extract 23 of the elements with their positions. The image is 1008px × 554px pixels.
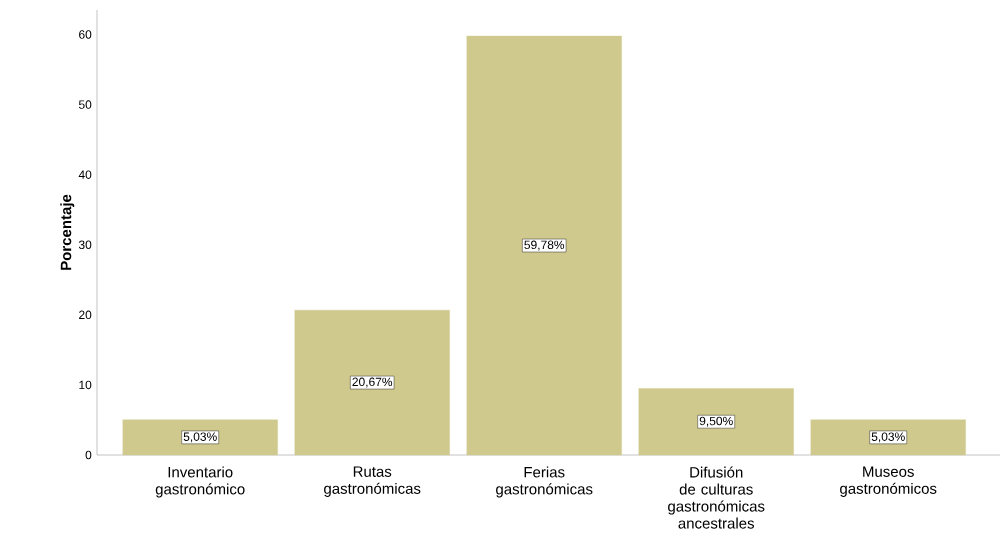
- y-axis-title: Porcentaje: [60, 194, 75, 270]
- y-tick-label: 30: [78, 240, 92, 250]
- x-tick-label: Ferias gastronómicas: [496, 466, 593, 498]
- bar: [294, 309, 450, 456]
- y-tick-label: 40: [78, 170, 92, 179]
- x-tick-label: Difusión de culturas gastronómicas ancestrales: [668, 466, 765, 529]
- x-tick-label: Rutas gastronómicas: [324, 466, 421, 497]
- x-tick-label: Inventario gastronómico: [155, 466, 245, 498]
- y-tick-label: 20: [79, 310, 92, 320]
- y-tick-label: 0: [85, 450, 92, 460]
- bar: [122, 419, 278, 456]
- data-label: 5,03%: [183, 432, 217, 443]
- data-label: 59,78%: [524, 240, 565, 251]
- y-tick-label: 50: [78, 100, 92, 109]
- data-label: 20,67%: [352, 377, 393, 388]
- y-tick-label: 10: [79, 380, 92, 390]
- bar: [810, 419, 966, 456]
- x-tick-label: Museos gastronómicos: [840, 466, 937, 497]
- bar: [466, 35, 622, 456]
- data-label: 5,03%: [871, 432, 905, 443]
- y-tick-label: 60: [79, 30, 92, 39]
- data-label: 9,50%: [699, 416, 733, 427]
- bar: [638, 388, 794, 456]
